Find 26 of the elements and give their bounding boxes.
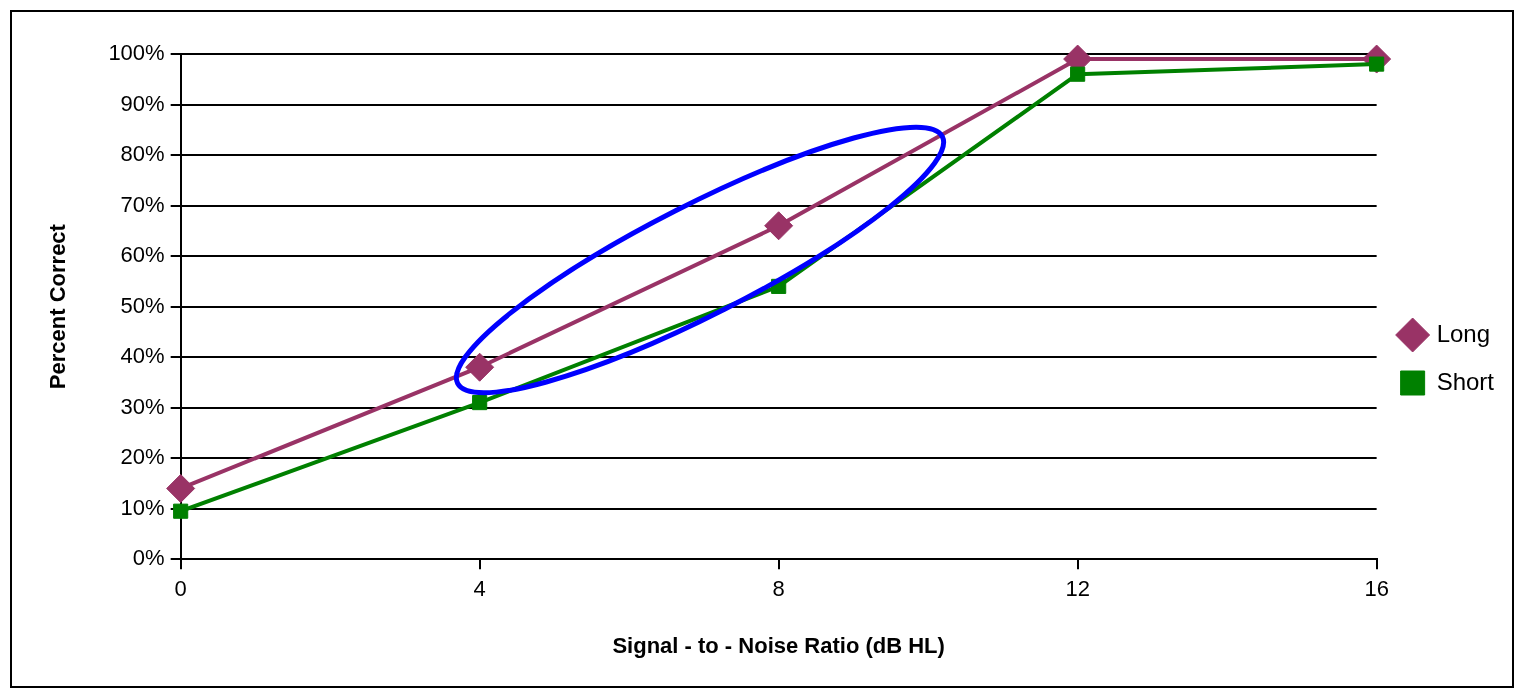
point: [764, 211, 794, 241]
legend-label: Short: [1436, 367, 1495, 395]
y-tick-label: 20%: [120, 444, 165, 470]
x-tick-label: 4: [473, 576, 486, 602]
legend-label: Long: [1436, 319, 1491, 347]
x-tick-label: 12: [1065, 576, 1090, 602]
y-tick-label: 90%: [120, 90, 165, 116]
y-tick-label: 50%: [120, 292, 165, 318]
y-tick-label: 60%: [120, 242, 165, 268]
y-tick-label: 10%: [120, 494, 165, 520]
y-tick-label: 30%: [120, 393, 165, 419]
y-tick-label: 0%: [132, 545, 165, 571]
y-tick-label: 40%: [120, 343, 165, 369]
y-tick-label: 70%: [120, 191, 165, 217]
x-tick-label: 16: [1364, 576, 1389, 602]
y-axis-title: Percent Correct: [45, 223, 71, 390]
point: [166, 473, 196, 503]
x-tick-label: 0: [174, 576, 187, 602]
x-tick-label: 8: [772, 576, 785, 602]
y-tick-label: 100%: [108, 40, 165, 66]
point: [173, 503, 189, 519]
y-tick-label: 80%: [120, 141, 165, 167]
point: [1070, 66, 1086, 82]
point: [472, 395, 488, 411]
x-axis-title: Signal - to - Noise Ratio (dB HL): [612, 632, 945, 658]
point: [465, 352, 495, 382]
